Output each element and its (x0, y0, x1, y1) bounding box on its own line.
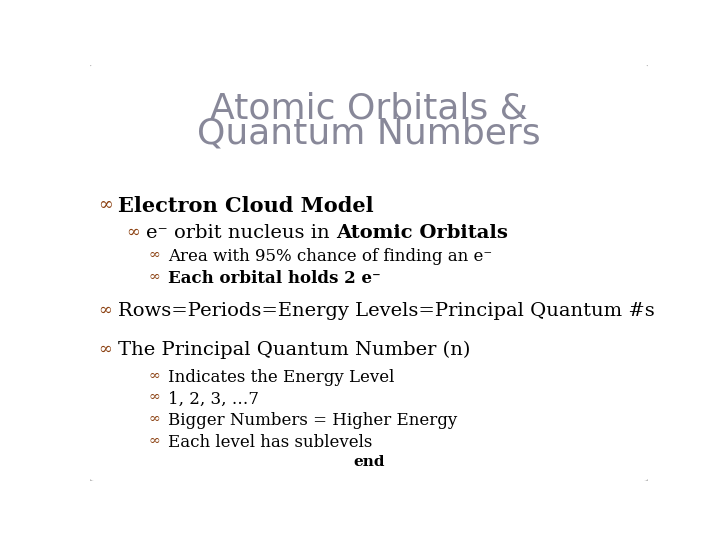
Text: ∞: ∞ (148, 390, 161, 404)
Text: end: end (354, 455, 384, 469)
Text: ∞: ∞ (99, 196, 113, 214)
Text: ∞: ∞ (148, 412, 161, 426)
Text: ∞: ∞ (148, 434, 161, 448)
Text: ∞: ∞ (148, 248, 161, 262)
Text: Area with 95% chance of finding an e⁻: Area with 95% chance of finding an e⁻ (168, 248, 492, 265)
Text: Quantum Numbers: Quantum Numbers (197, 117, 541, 151)
Text: ∞: ∞ (148, 369, 161, 383)
Text: ∞: ∞ (99, 302, 112, 319)
Text: ∞: ∞ (99, 341, 112, 357)
Text: e⁻ orbit nucleus in: e⁻ orbit nucleus in (145, 224, 336, 242)
Text: Each orbital holds 2 e⁻: Each orbital holds 2 e⁻ (168, 270, 381, 287)
Text: ∞: ∞ (126, 224, 140, 241)
Text: Each level has sublevels: Each level has sublevels (168, 434, 372, 450)
Text: Atomic Orbitals &: Atomic Orbitals & (210, 92, 528, 126)
Text: ∞: ∞ (148, 270, 161, 284)
FancyBboxPatch shape (87, 63, 651, 483)
Text: Bigger Numbers = Higher Energy: Bigger Numbers = Higher Energy (168, 412, 457, 429)
Text: Rows=Periods=Energy Levels=Principal Quantum #s: Rows=Periods=Energy Levels=Principal Qua… (118, 302, 654, 320)
Text: Indicates the Energy Level: Indicates the Energy Level (168, 369, 395, 386)
Text: The Principal Quantum Number (n): The Principal Quantum Number (n) (118, 341, 470, 359)
Text: Atomic Orbitals: Atomic Orbitals (336, 224, 508, 242)
Text: Electron Cloud Model: Electron Cloud Model (118, 196, 374, 216)
Text: 1, 2, 3, …7: 1, 2, 3, …7 (168, 390, 259, 407)
